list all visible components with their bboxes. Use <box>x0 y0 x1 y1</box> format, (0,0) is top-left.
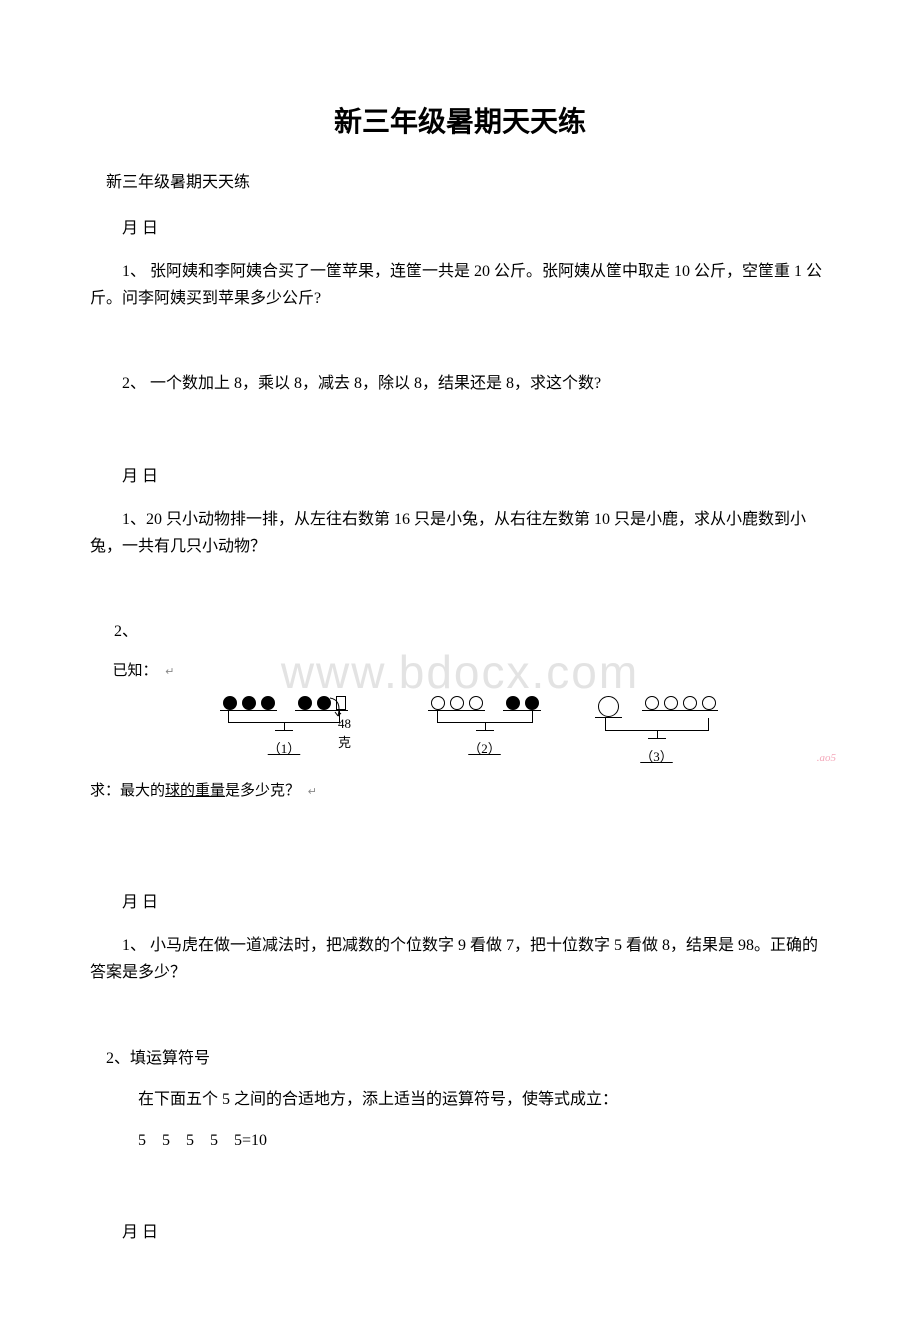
scale-group-2: （2） <box>428 692 541 757</box>
ball-hollow-icon <box>664 696 678 710</box>
s2-ask-line: 求：最大的球的重量是多少克？ ↵ <box>90 779 830 800</box>
ball-filled-icon <box>506 696 520 710</box>
scale-group-1: （1） 48克 <box>220 692 348 757</box>
s3-q2-text: 在下面五个 5 之间的合适地方，添上适当的运算符号，使等式成立： <box>90 1086 830 1113</box>
group-2-label: （2） <box>428 738 541 757</box>
s1-q2: 2、 一个数加上 8，乘以 8，减去 8，除以 8，结果还是 8，求这个数? <box>90 370 830 397</box>
ball-filled-icon <box>261 696 275 710</box>
return-mark-icon: ↵ <box>308 786 317 798</box>
pan-3-left <box>595 692 622 718</box>
ball-hollow-icon <box>702 696 716 710</box>
s3-q2-label: 2、填运算符号 <box>90 1045 830 1072</box>
s3-q2-equation: 5 5 5 5 5=10 <box>90 1127 830 1154</box>
subtitle: 新三年级暑期天天练 <box>90 168 830 192</box>
ask-prefix: 求：最大的 <box>90 783 165 799</box>
known-label: 已知： <box>113 663 158 679</box>
ball-big-icon <box>598 696 619 717</box>
pink-watermark-icon: .ao5 <box>817 752 836 764</box>
date-line-4: 月 日 <box>90 1218 830 1242</box>
group-1-label: （1） <box>220 738 348 757</box>
group-3-label: （3） <box>595 746 718 765</box>
pan-3-right <box>642 692 718 710</box>
ball-hollow-icon <box>469 696 483 710</box>
ball-hollow-icon <box>683 696 697 710</box>
ball-filled-icon <box>242 696 256 710</box>
s2-q1: 1、20 只小动物排一排，从左往右数第 16 只是小兔，从右往左数第 10 只是… <box>90 506 830 560</box>
ball-hollow-icon <box>645 696 659 710</box>
ball-hollow-icon <box>450 696 464 710</box>
pan-2-left <box>428 692 485 710</box>
ball-filled-icon <box>525 696 539 710</box>
pan-2-right <box>503 692 541 710</box>
date-line-3: 月 日 <box>90 888 830 912</box>
ask-underline: 球的重量 <box>165 783 225 799</box>
ball-filled-icon <box>298 696 312 710</box>
date-line-2: 月 日 <box>90 462 830 486</box>
ball-filled-icon <box>223 696 237 710</box>
scale-group-3: （3） <box>595 692 718 765</box>
s3-q1: 1、 小马虎在做一道减法时，把减数的个位数字 9 看做 7，把十位数字 5 看做… <box>90 932 830 986</box>
s1-q1: 1、 张阿姨和李阿姨合买了一筐苹果，连筐一共是 20 公斤。张阿姨从筐中取走 1… <box>90 258 830 312</box>
ball-hollow-icon <box>431 696 445 710</box>
return-mark-icon: ↵ <box>165 666 174 678</box>
balance-diagram: （1） 48克 <box>220 692 830 765</box>
page-title: 新三年级暑期天天练 <box>90 100 830 140</box>
weight-48-label: 48克 <box>338 716 351 751</box>
pan-1-left <box>220 692 277 710</box>
date-line-1: 月 日 <box>90 214 830 238</box>
s2-q2-label: 2、 <box>90 618 830 645</box>
ask-suffix: 是多少克？ <box>225 783 300 799</box>
